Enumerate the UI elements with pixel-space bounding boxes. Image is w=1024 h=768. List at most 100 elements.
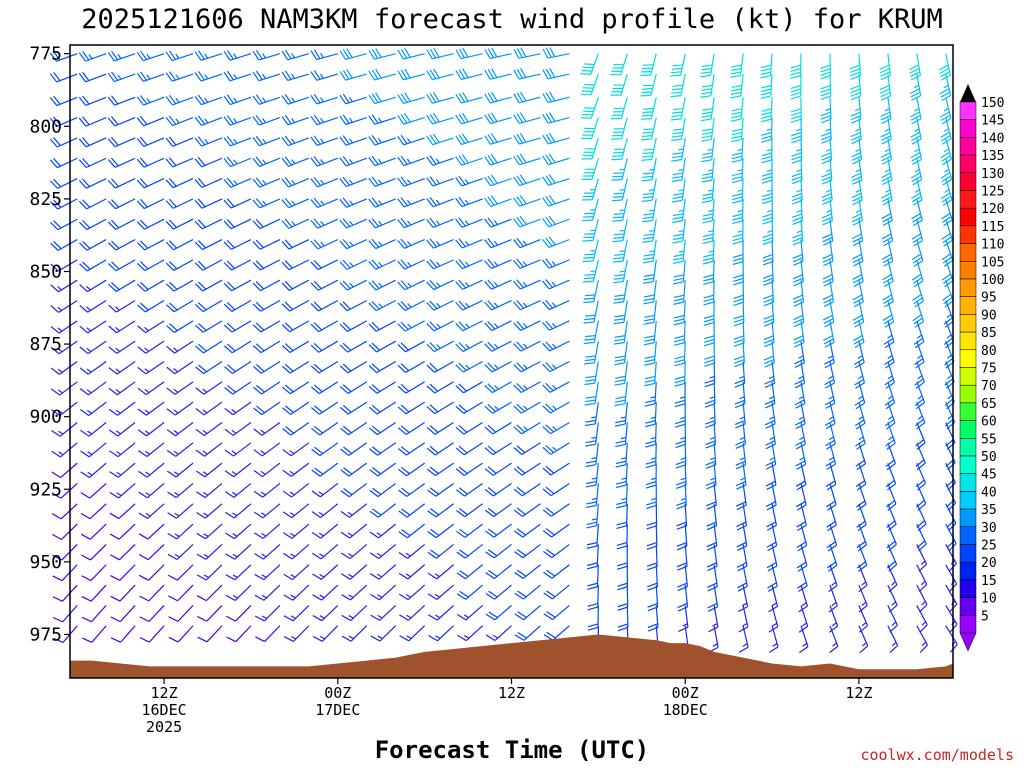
wind-barb-flag — [340, 427, 349, 436]
wind-barb-staff — [177, 625, 194, 643]
wind-barb-flag — [853, 280, 864, 287]
wind-barb-half-flag — [407, 282, 412, 288]
wind-barb-flag — [255, 70, 263, 80]
wind-barb-staff — [770, 74, 773, 97]
wind-barb-half-flag — [174, 512, 180, 517]
wind-barb-flag — [702, 213, 714, 217]
wind-barb-flag — [764, 359, 775, 365]
wind-barb-staff — [740, 73, 744, 96]
wind-barb-half-flag — [436, 302, 441, 308]
wind-barb-flag — [911, 192, 921, 199]
wind-barb-half-flag — [436, 323, 441, 329]
wind-barb-flag — [733, 294, 744, 299]
wind-barb-flag — [585, 396, 597, 399]
wind-barb-staff — [347, 340, 368, 353]
wind-barb-flag — [730, 91, 742, 95]
wind-barb-flag — [369, 469, 379, 477]
wind-barb-staff — [887, 544, 898, 565]
wind-barb-flag — [762, 220, 773, 225]
wind-barb-flag — [731, 155, 743, 160]
wind-barb-staff — [435, 462, 454, 477]
wind-barb-flag — [169, 323, 178, 332]
wind-barb-flag — [137, 283, 146, 292]
wind-barb-staff — [858, 280, 864, 302]
wind-barb-half-flag — [347, 532, 353, 537]
wind-barb-staff — [592, 219, 599, 241]
wind-barb-half-flag — [320, 200, 325, 206]
wind-barb-flag — [429, 238, 438, 248]
wind-barb-flag — [136, 262, 146, 272]
wind-barb-flag — [310, 50, 318, 60]
wind-barb-flag — [911, 135, 921, 142]
wind-barb-staff — [115, 218, 136, 230]
wind-barb-staff — [321, 625, 339, 642]
wind-barb-flag — [612, 175, 623, 178]
wind-barb-flag — [795, 443, 806, 450]
wind-barb-half-flag — [231, 491, 237, 496]
wind-barb-half-flag — [378, 220, 383, 226]
wind-barb-flag — [255, 156, 264, 166]
colorbar-swatch — [959, 261, 977, 280]
wind-barb-staff — [916, 361, 925, 383]
wind-barb-half-flag — [203, 512, 209, 517]
wind-barb-half-flag — [231, 450, 237, 455]
wind-barb-flag — [252, 220, 261, 229]
wind-barb-flag — [108, 387, 118, 396]
wind-barb-staff — [887, 503, 897, 525]
wind-barb-staff — [463, 401, 483, 414]
wind-barb-flag — [456, 551, 466, 559]
wind-barb-flag — [339, 157, 347, 167]
wind-barb-half-flag — [291, 138, 296, 144]
wind-barb-flag — [585, 460, 597, 464]
wind-barb-staff — [118, 544, 136, 561]
wind-barb-half-flag — [318, 532, 324, 537]
wind-barb-half-flag — [914, 189, 920, 193]
wind-barb-flag — [584, 423, 596, 427]
wind-barb-half-flag — [884, 128, 890, 132]
wind-barb-half-flag — [914, 148, 920, 153]
wind-barb-staff — [490, 198, 512, 207]
wind-barb-flag — [612, 216, 624, 219]
wind-barb-half-flag — [621, 477, 627, 480]
wind-barb-flag — [311, 448, 321, 457]
wind-barb-staff — [490, 157, 512, 166]
wind-barb-flag — [313, 322, 323, 331]
wind-barb-flag — [197, 177, 206, 187]
wind-barb-flag — [736, 521, 747, 528]
wind-barb-half-flag — [231, 471, 237, 476]
wind-barb-staff — [622, 259, 628, 282]
colorbar-label: 55 — [981, 432, 997, 447]
wind-barb-staff — [59, 381, 78, 396]
wind-barb-flag — [702, 128, 713, 132]
wind-barb-flag — [798, 625, 809, 633]
wind-barb-flag — [339, 50, 347, 60]
wind-barb-staff — [86, 178, 107, 189]
wind-barb-half-flag — [319, 635, 326, 640]
wind-barb-flag — [223, 283, 233, 292]
wind-barb-staff — [829, 523, 838, 546]
wind-barb-half-flag — [493, 240, 499, 246]
wind-barb-flag — [368, 198, 376, 208]
wind-barb-half-flag — [318, 511, 324, 516]
wind-barb-flag — [517, 611, 527, 618]
wind-barb-flag — [428, 634, 438, 642]
wind-barb-flag — [339, 136, 347, 146]
wind-barb-flag — [139, 71, 148, 81]
wind-barb-flag — [702, 216, 713, 221]
wind-barb-flag — [703, 274, 714, 279]
wind-barb-flag — [484, 301, 493, 311]
wind-barb-staff — [320, 503, 339, 519]
wind-barb-staff — [829, 625, 839, 647]
wind-barb-flag — [734, 359, 745, 364]
wind-barb-flag — [705, 460, 716, 466]
wind-barb-flag — [674, 338, 685, 343]
colorbar-min-arrow — [959, 632, 977, 652]
wind-barb-flag — [701, 88, 712, 91]
wind-barb-flag — [455, 447, 465, 456]
wind-barb-flag — [790, 95, 801, 100]
wind-barb-flag — [732, 253, 744, 259]
wind-barb-staff — [436, 564, 454, 580]
wind-barb-half-flag — [144, 326, 149, 332]
wind-barb-staff — [259, 137, 281, 147]
wind-barb-staff — [916, 137, 923, 160]
